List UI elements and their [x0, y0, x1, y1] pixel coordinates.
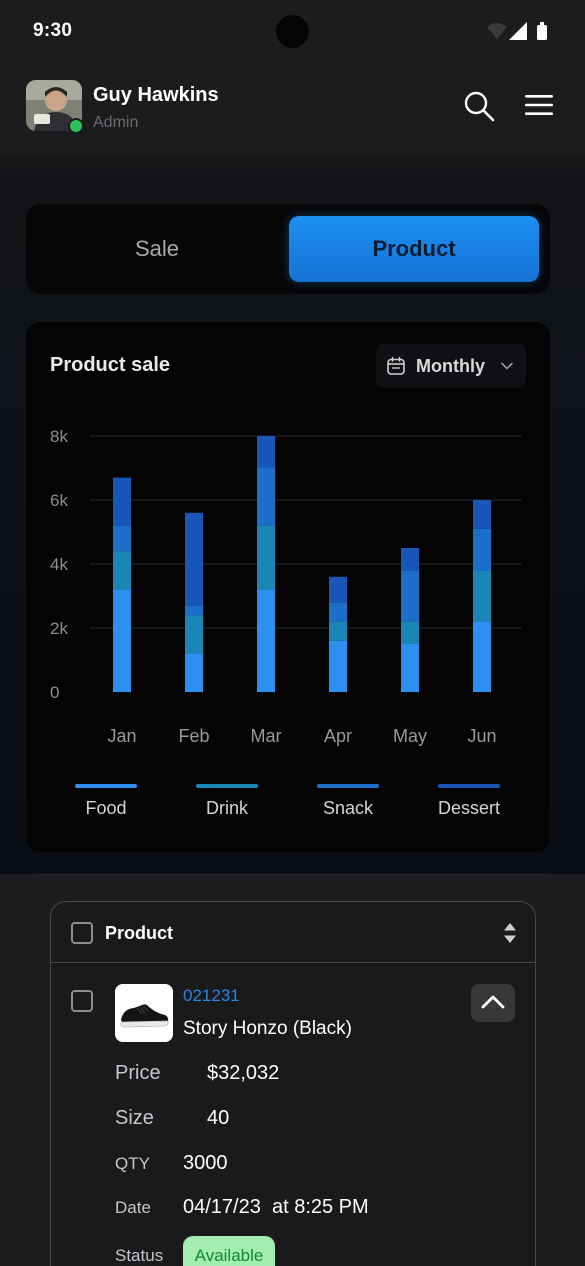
- tab-product[interactable]: Product: [289, 216, 539, 282]
- product-code[interactable]: 021231: [183, 986, 240, 1005]
- search-icon[interactable]: [463, 90, 495, 122]
- status-label: Status: [115, 1246, 164, 1265]
- x-tick-label: Apr: [324, 726, 352, 746]
- avatar[interactable]: [26, 80, 82, 131]
- select-all-checkbox[interactable]: [71, 922, 93, 944]
- period-label: Monthly: [416, 356, 485, 376]
- product-table: Product 021231 Story Honzo (Black): [50, 901, 536, 1266]
- menu-icon[interactable]: [524, 92, 554, 118]
- legend-label: Snack: [322, 798, 374, 818]
- sort-icon[interactable]: [503, 922, 517, 944]
- stacked-bar-chart: 0 2k 4k 6k 8k Jan Feb Mar Apr May Jun: [50, 427, 522, 746]
- product-sale-card: Product sale Monthly 0 2k 4k 6k 8k Jan Feb Mar A…: [26, 322, 550, 852]
- x-tick-label: Feb: [178, 726, 209, 746]
- legend-label: Dessert: [437, 798, 500, 818]
- y-tick-label: 2k: [50, 619, 68, 638]
- bar-segment-dessert: [257, 436, 275, 468]
- qty-value: 3000: [183, 1152, 228, 1174]
- user-name: Guy Hawkins: [93, 84, 219, 106]
- bar-segment-dessert: [185, 512, 203, 606]
- y-tick-label: 6k: [50, 491, 68, 510]
- size-value: 40: [207, 1107, 230, 1129]
- bar-segment-drink: [257, 525, 275, 590]
- legend-swatch: [75, 784, 137, 788]
- chart-title: Product sale: [50, 354, 171, 376]
- period-select[interactable]: Monthly: [376, 344, 526, 388]
- chevron-down-icon: [501, 362, 513, 370]
- product-panel: Product 021231 Story Honzo (Black): [26, 874, 558, 1266]
- legend-swatch: [196, 784, 258, 788]
- y-tick-label: 0: [50, 683, 59, 702]
- date-label: Date: [115, 1198, 151, 1217]
- bar-segment-drink: [473, 570, 491, 622]
- legend-label: Food: [85, 798, 127, 818]
- bar-segment-drink: [113, 551, 131, 590]
- chevron-up-icon: [481, 995, 505, 1009]
- table-header: Product: [51, 902, 535, 963]
- x-tick-label: Mar: [251, 726, 282, 746]
- status-bar: 9:30: [0, 0, 585, 62]
- bar-segment-snack: [473, 528, 491, 571]
- collapse-button[interactable]: [471, 984, 515, 1022]
- bar-segment-food: [473, 621, 491, 692]
- legend-item-drink[interactable]: Drink: [187, 784, 267, 819]
- price-value: $32,032: [207, 1062, 280, 1084]
- status-time: 9:30: [33, 20, 73, 41]
- x-tick-label: May: [393, 726, 427, 746]
- date-value: 04/17/23 at 8:25 PM: [183, 1196, 369, 1218]
- size-label: Size: [115, 1107, 154, 1129]
- app-header: Guy Hawkins Admin: [0, 62, 585, 154]
- x-tick-label: Jun: [467, 726, 496, 746]
- bar-segment-snack: [185, 605, 203, 616]
- bar-segment-drink: [401, 621, 419, 644]
- legend-item-snack[interactable]: Snack: [308, 784, 388, 819]
- status-badge: Available: [183, 1236, 275, 1266]
- bar-segment-dessert: [329, 576, 347, 603]
- bar-segment-food: [185, 653, 203, 692]
- bar-segment-snack: [113, 525, 131, 552]
- online-status-dot: [68, 118, 84, 134]
- price-label: Price: [115, 1062, 161, 1084]
- segmented-control: Sale Product: [26, 204, 550, 294]
- product-thumbnail: [115, 984, 173, 1042]
- legend-item-dessert[interactable]: Dessert: [429, 784, 509, 819]
- y-tick-label: 8k: [50, 427, 68, 446]
- bar-segment-dessert: [401, 548, 419, 571]
- bar-segment-snack: [257, 468, 275, 526]
- bar-segment-food: [401, 644, 419, 692]
- shoe-image: [115, 984, 173, 1042]
- product-name: Story Honzo (Black): [183, 1018, 352, 1039]
- bar-segment-drink: [185, 615, 203, 654]
- wifi-icon: [487, 23, 507, 39]
- legend-swatch: [438, 784, 500, 788]
- row-checkbox[interactable]: [71, 990, 93, 1012]
- bar-segment-drink: [329, 621, 347, 641]
- table-header-label: Product: [105, 923, 174, 943]
- tab-sale[interactable]: Sale: [134, 236, 180, 261]
- signal-icon: [509, 22, 527, 40]
- battery-icon: [537, 25, 547, 40]
- legend-label: Drink: [205, 798, 248, 818]
- legend-swatch: [317, 784, 379, 788]
- bar-segment-snack: [329, 602, 347, 622]
- status-icons: [487, 22, 547, 40]
- camera-cutout: [276, 15, 309, 48]
- bar-segment-dessert: [473, 500, 491, 529]
- bar-segment-food: [257, 589, 275, 692]
- bar-segment-food: [329, 640, 347, 692]
- user-role: Admin: [93, 114, 139, 131]
- bar-segment-dessert: [113, 477, 131, 526]
- x-tick-label: Jan: [107, 726, 136, 746]
- bar-segment-food: [113, 589, 131, 692]
- bar-segment-snack: [401, 570, 419, 622]
- calendar-icon: [387, 356, 405, 375]
- qty-label: QTY: [115, 1154, 150, 1173]
- legend-item-food[interactable]: Food: [66, 784, 146, 819]
- y-tick-label: 4k: [50, 555, 68, 574]
- dashboard: Sale Product Product sale Monthly 0 2k 4k 6…: [0, 154, 585, 874]
